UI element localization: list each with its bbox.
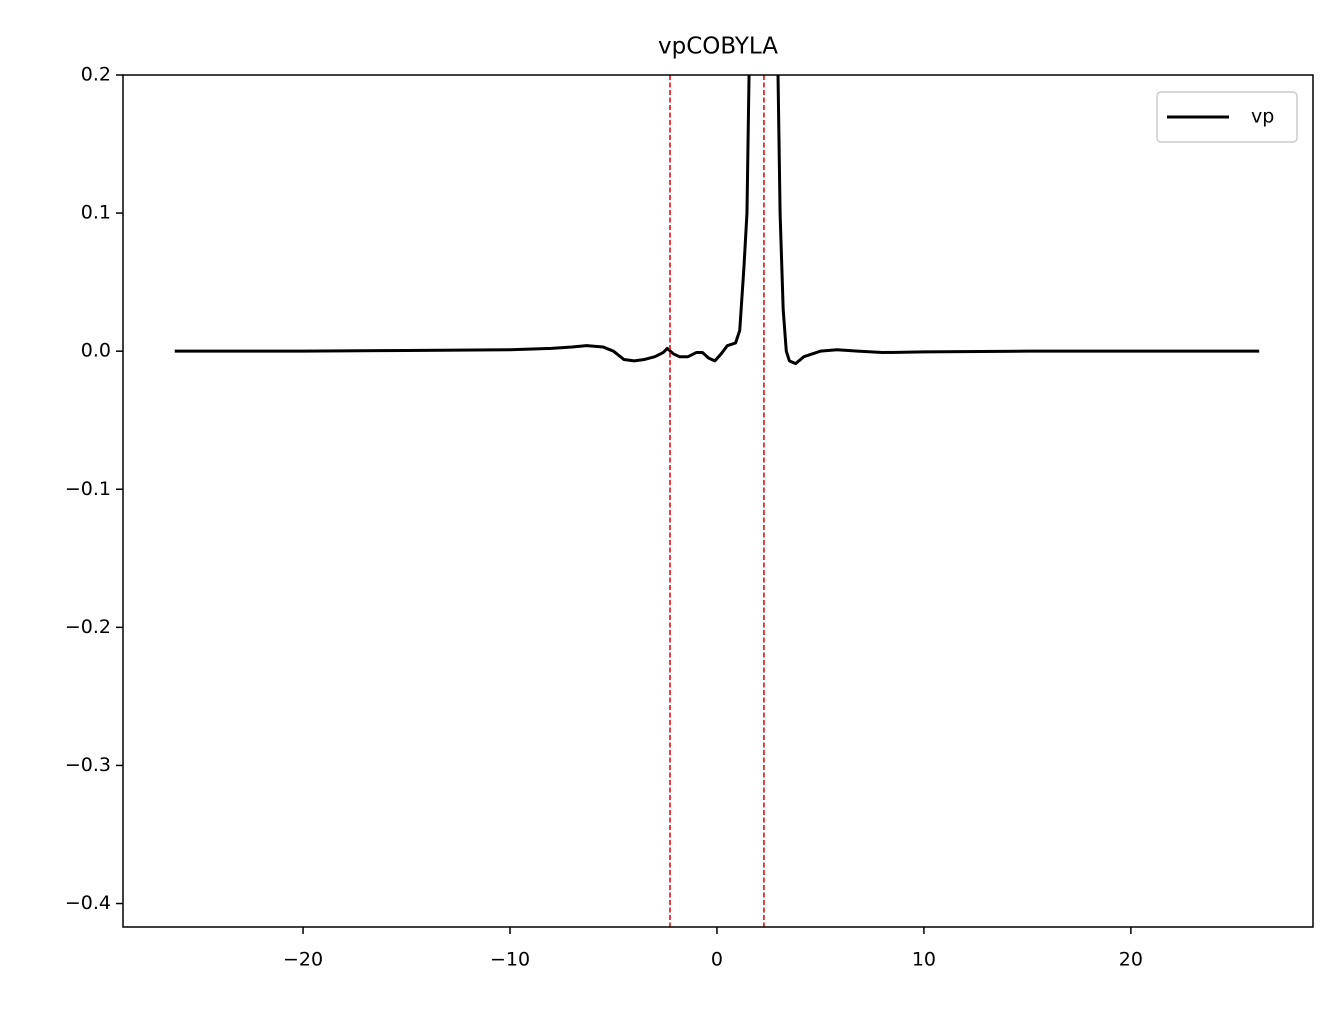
- chart-title: vpCOBYLA: [658, 34, 778, 60]
- y-tick-label: 0.1: [81, 202, 111, 224]
- axes-frame: [122, 74, 1314, 928]
- data-line: [174, 75, 1260, 366]
- y-tick-label: −0.4: [65, 892, 111, 914]
- x-tick-label: −10: [490, 949, 530, 971]
- y-tick-label: 0.0: [81, 340, 111, 362]
- y-tick-label: 0.2: [81, 64, 111, 86]
- x-tick-label: −20: [283, 949, 323, 971]
- y-tick-label: −0.3: [65, 754, 111, 776]
- x-tick-label: 0: [711, 949, 723, 971]
- y-tick-label: −0.2: [65, 616, 111, 638]
- legend-label: vp: [1251, 106, 1274, 128]
- x-tick-label: 20: [1119, 949, 1143, 971]
- y-tick-label: −0.1: [65, 478, 111, 500]
- x-tick-label: 10: [912, 949, 936, 971]
- plot-area: [174, 75, 1260, 927]
